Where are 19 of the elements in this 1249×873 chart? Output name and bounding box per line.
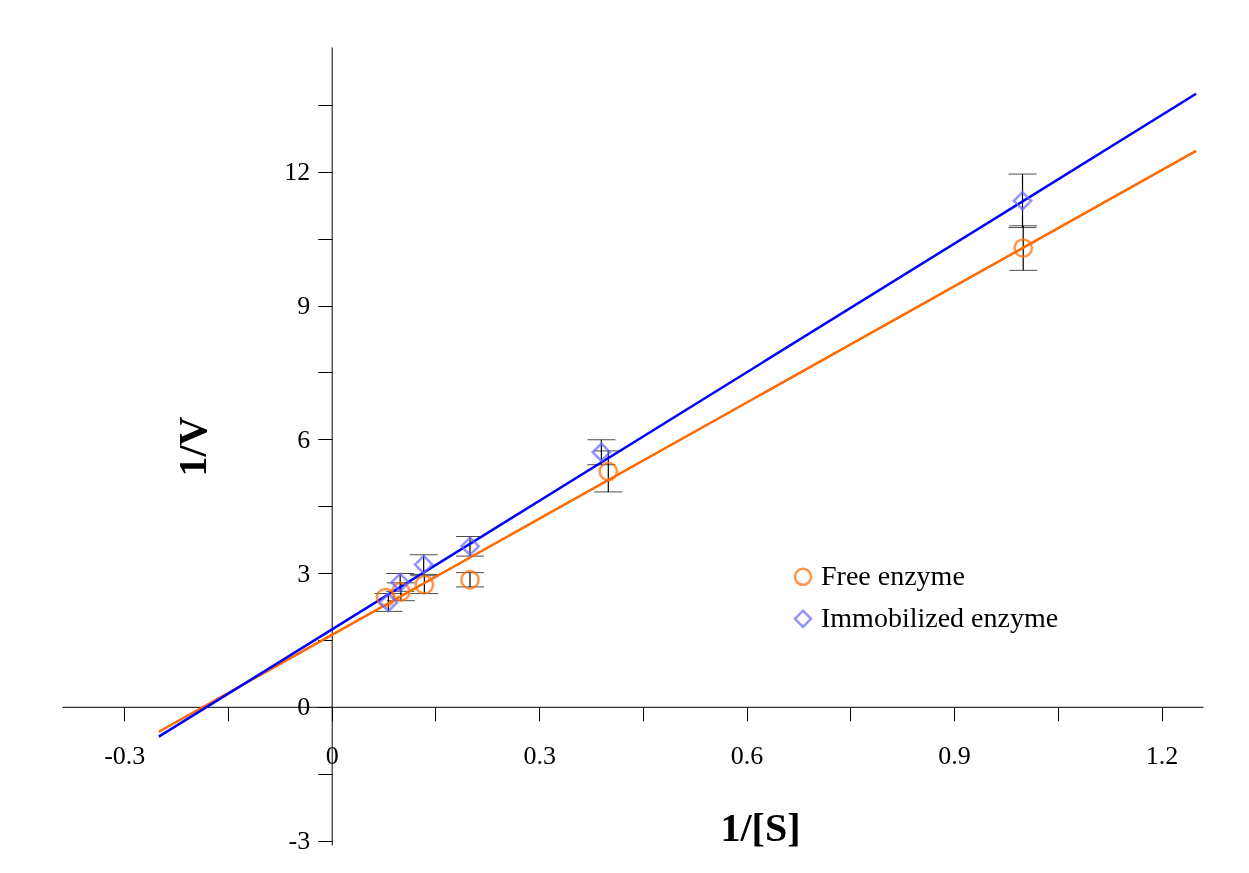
y-tick-label: 12 (284, 157, 311, 187)
point (1013, 238, 1034, 258)
y-tick-label: 3 (297, 558, 311, 588)
point (598, 461, 619, 482)
x-tick-label: 0.6 (730, 741, 764, 771)
point (1012, 190, 1033, 211)
y-tick-label: 6 (297, 424, 311, 454)
x-axis-title: 1/[S] (720, 805, 801, 851)
y-tick-label: 9 (297, 291, 311, 321)
y-axis-title: 1/V (170, 416, 216, 477)
legend-label: Immobilized enzyme (821, 601, 1059, 633)
legend-label: Free enzyme (821, 559, 965, 591)
x-tick-label: 0.3 (523, 741, 556, 771)
point (460, 536, 480, 557)
x-tick-label: 0.9 (938, 741, 971, 771)
x-tick-label: -0.3 (104, 741, 146, 771)
y-tick-label: -3 (288, 826, 311, 856)
point (460, 569, 480, 590)
x-tick-label: 1.2 (1145, 741, 1179, 771)
